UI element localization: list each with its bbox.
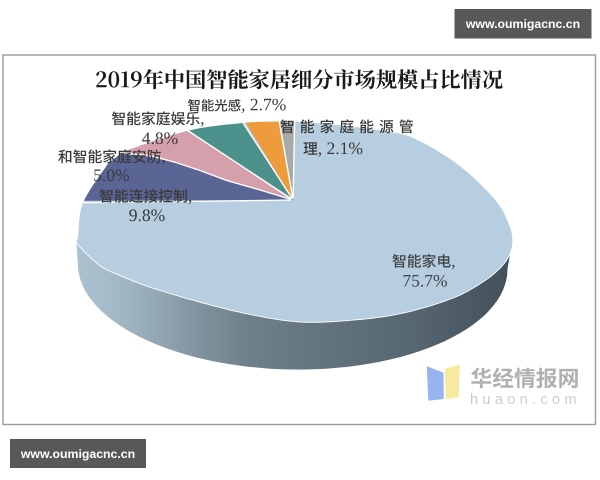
svg-text:www.oumigacnc.cn: www.oumigacnc.cn [465,17,580,31]
svg-text:huaon.com: huaon.com [470,392,581,408]
svg-text:www.oumigacnc.cn: www.oumigacnc.cn [20,447,135,461]
